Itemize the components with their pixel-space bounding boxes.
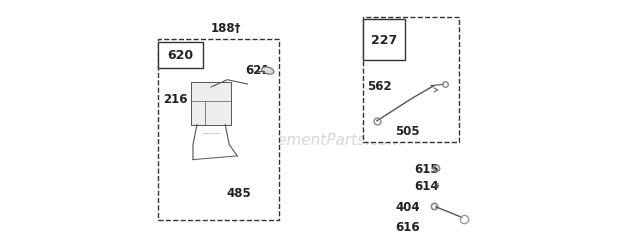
- Text: eReplacementParts.com: eReplacementParts.com: [216, 132, 404, 148]
- Ellipse shape: [262, 68, 274, 75]
- Text: 404: 404: [396, 200, 420, 213]
- Text: 227: 227: [371, 34, 397, 47]
- Text: 485: 485: [226, 186, 251, 199]
- Text: 505: 505: [396, 125, 420, 138]
- Text: 614: 614: [414, 180, 439, 193]
- Text: 562: 562: [367, 80, 392, 93]
- Bar: [158, 42, 203, 69]
- Bar: [158, 40, 279, 220]
- Text: 620: 620: [167, 49, 193, 62]
- Text: 621: 621: [245, 64, 270, 76]
- Bar: [363, 18, 459, 142]
- Text: 188†: 188†: [211, 22, 242, 35]
- Bar: [363, 20, 405, 61]
- Text: 615: 615: [414, 162, 439, 175]
- Bar: [191, 82, 231, 125]
- Text: 216: 216: [163, 92, 188, 105]
- Text: 616: 616: [396, 220, 420, 233]
